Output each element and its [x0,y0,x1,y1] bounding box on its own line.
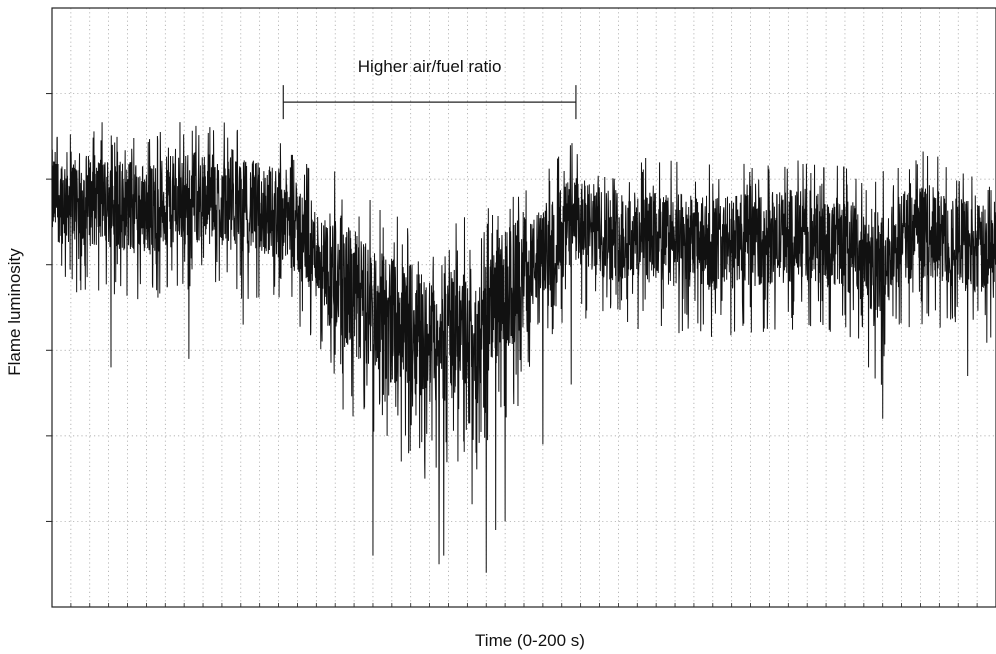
luminosity-series-line [51,122,996,573]
grid-lines [52,8,996,607]
axis-ticks [46,93,978,607]
x-axis-title: Time (0-200 s) [475,631,585,650]
annotation-label: Higher air/fuel ratio [358,57,502,76]
air-fuel-annotation: Higher air/fuel ratio [282,57,577,120]
y-axis-title: Flame luminosity [5,248,24,376]
